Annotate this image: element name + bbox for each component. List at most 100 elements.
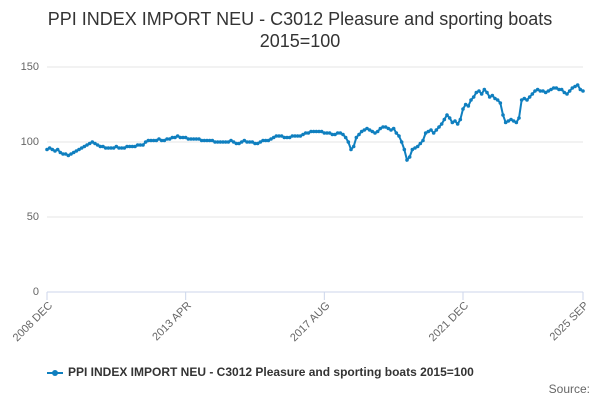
- data-point: [245, 140, 249, 144]
- data-point: [442, 117, 447, 122]
- data-point: [418, 141, 423, 146]
- data-point: [389, 128, 393, 132]
- data-point: [175, 134, 180, 138]
- data-point: [130, 144, 135, 149]
- data-point: [186, 137, 191, 141]
- data-point: [146, 138, 151, 143]
- data-point: [335, 131, 340, 135]
- data-point: [525, 98, 529, 102]
- data-point: [117, 146, 121, 150]
- data-point: [103, 146, 108, 150]
- data-point: [530, 92, 535, 96]
- data-point: [138, 143, 143, 147]
- data-point: [501, 113, 505, 117]
- data-point: [511, 119, 516, 123]
- data-point: [514, 120, 519, 125]
- data-point: [178, 135, 183, 140]
- data-point: [333, 132, 337, 137]
- y-tick-label: 150: [21, 61, 39, 73]
- data-point: [157, 137, 161, 141]
- data-point: [346, 140, 351, 144]
- data-point: [135, 143, 140, 147]
- data-point: [271, 135, 276, 140]
- data-point: [535, 87, 540, 92]
- data-point: [357, 132, 361, 137]
- data-point: [226, 140, 231, 144]
- x-tick-label: 2021 DEC: [427, 300, 471, 344]
- data-point: [77, 147, 81, 152]
- data-point: [426, 129, 431, 134]
- data-point: [557, 87, 561, 92]
- data-point: [213, 140, 217, 144]
- data-point: [301, 132, 305, 137]
- data-point: [549, 87, 553, 92]
- data-point: [562, 90, 567, 95]
- data-point: [74, 149, 79, 153]
- data-point: [194, 137, 199, 141]
- data-point: [119, 146, 124, 150]
- data-point: [53, 149, 57, 153]
- data-point: [573, 84, 577, 89]
- data-point: [98, 144, 103, 149]
- data-point: [490, 93, 495, 98]
- data-point: [95, 143, 100, 147]
- data-point: [173, 135, 177, 140]
- data-point: [373, 131, 377, 135]
- x-tick-label: 2008 DEC: [11, 300, 55, 344]
- data-point: [503, 120, 508, 125]
- data-point: [405, 158, 409, 162]
- data-point: [439, 122, 444, 126]
- data-point: [207, 138, 212, 143]
- x-tick-label: 2017 AUG: [288, 300, 332, 344]
- data-point: [437, 125, 441, 129]
- data-point: [293, 134, 297, 138]
- data-point: [79, 146, 84, 150]
- data-point: [231, 140, 236, 144]
- data-point: [466, 104, 471, 108]
- data-point: [474, 90, 479, 95]
- data-point: [367, 128, 372, 132]
- data-point: [543, 90, 548, 95]
- data-point: [461, 107, 465, 111]
- data-point: [421, 138, 425, 143]
- source-label: Source:: [549, 382, 590, 396]
- data-point: [327, 131, 332, 135]
- data-point: [165, 137, 169, 141]
- data-point: [325, 131, 329, 135]
- data-point: [109, 146, 113, 150]
- data-point: [445, 113, 449, 117]
- data-point: [546, 89, 551, 93]
- data-point: [319, 129, 324, 134]
- data-point: [223, 140, 228, 144]
- data-point: [391, 126, 396, 131]
- data-point: [269, 137, 273, 141]
- data-point: [493, 96, 497, 101]
- data-point: [303, 131, 308, 135]
- data-point: [431, 131, 436, 135]
- data-point: [311, 129, 316, 134]
- data-point: [349, 147, 353, 152]
- x-tick-label: 2013 APR: [150, 300, 194, 344]
- data-point: [351, 144, 356, 149]
- data-point: [154, 138, 159, 143]
- data-point: [359, 129, 364, 134]
- data-point: [533, 89, 537, 93]
- data-point: [423, 131, 428, 135]
- data-point: [399, 140, 404, 144]
- data-point: [298, 134, 303, 138]
- data-point: [485, 90, 489, 95]
- data-point: [578, 87, 583, 92]
- data-point: [365, 126, 369, 131]
- data-point: [322, 131, 327, 135]
- data-point: [541, 89, 545, 93]
- data-point: [362, 128, 367, 132]
- data-point: [287, 135, 292, 140]
- data-point: [170, 135, 175, 140]
- data-point: [63, 152, 68, 156]
- data-point: [370, 129, 375, 134]
- data-point: [191, 137, 196, 141]
- data-point: [277, 134, 281, 138]
- data-point: [285, 135, 289, 140]
- data-point: [290, 134, 295, 138]
